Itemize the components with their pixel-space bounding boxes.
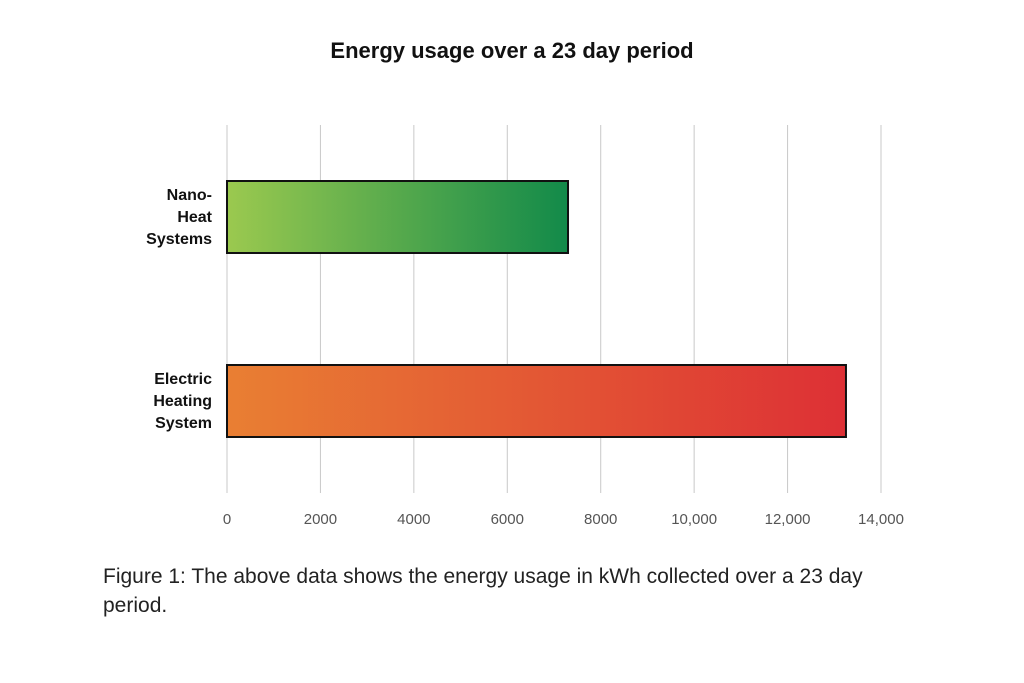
x-tick-label: 12,000 — [765, 511, 811, 528]
category-label: Electric Heating System — [153, 371, 212, 432]
x-tick-label: 6000 — [491, 511, 524, 528]
bar — [226, 364, 847, 438]
chart-title: Energy usage over a 23 day period — [330, 38, 694, 63]
x-tick-label: 14,000 — [858, 511, 904, 528]
x-tick-label: 10,000 — [671, 511, 717, 528]
x-tick-label: 4000 — [397, 511, 430, 528]
category-label: Nano-Heat Systems — [146, 187, 212, 248]
x-tick-label: 0 — [223, 511, 231, 528]
x-tick-label: 8000 — [584, 511, 617, 528]
x-tick-label: 2000 — [304, 511, 337, 528]
bar — [226, 180, 570, 254]
figure-caption: Figure 1: The above data shows the energ… — [103, 565, 863, 617]
